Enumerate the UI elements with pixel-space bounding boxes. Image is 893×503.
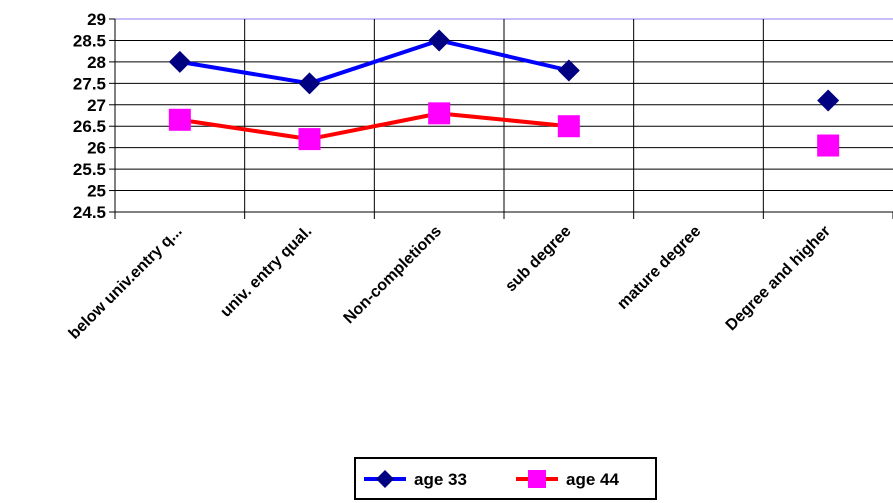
chart-series <box>168 29 840 157</box>
data-point-diamond <box>817 89 840 112</box>
data-point-square <box>817 134 840 157</box>
legend-marker-age-44 <box>528 470 546 488</box>
data-point-diamond <box>298 72 321 95</box>
series-age-44 <box>168 102 840 157</box>
series-line-segment <box>177 117 312 142</box>
data-point-square <box>298 128 321 151</box>
y-tick-label: 24.5 <box>73 203 106 222</box>
legend-label-age-33: age 33 <box>414 470 467 489</box>
y-tick-label: 25.5 <box>73 160 106 179</box>
x-tick-label: below univ.entry q... <box>66 223 186 343</box>
legend-marker-age-33 <box>376 470 394 488</box>
y-tick-label: 27 <box>87 96 106 115</box>
x-tick-label: mature degree <box>614 223 704 313</box>
x-tick-label: Degree and higher <box>723 223 834 334</box>
x-axis-ticks: below univ.entry q... univ. entry qual. No… <box>66 223 834 343</box>
data-point-square <box>557 115 580 138</box>
x-tick-label: sub degree <box>502 223 574 295</box>
y-tick-label: 27.5 <box>73 74 106 93</box>
y-tick-label: 28 <box>87 53 106 72</box>
series-line-segment <box>437 111 571 129</box>
legend-entry-age-44: age 44 <box>516 470 619 489</box>
x-tick-label: Non-completions <box>341 223 445 327</box>
data-point-diamond <box>557 59 580 82</box>
y-tick-label: 28.5 <box>73 31 106 50</box>
legend-entry-age-33: age 33 <box>364 470 467 489</box>
chart-grid <box>115 18 893 212</box>
y-tick-label: 26.5 <box>73 117 106 136</box>
chart-axes <box>109 18 893 219</box>
y-tick-label: 29 <box>87 10 106 29</box>
data-point-square <box>428 102 451 125</box>
series-line-segment <box>307 38 442 86</box>
y-axis-ticks: 24.5 25 25.5 26 26.5 27 27.5 28 28.5 29 <box>73 10 106 222</box>
x-tick-label: univ. entry qual. <box>217 223 315 321</box>
series-line-segment <box>177 59 312 86</box>
legend: age 33 age 44 <box>354 457 657 500</box>
data-point-diamond <box>168 50 191 73</box>
series-line-segment <box>437 38 571 73</box>
legend-label-age-44: age 44 <box>566 470 619 489</box>
series-age-33 <box>168 29 840 112</box>
series-line-segment <box>307 111 442 142</box>
data-point-square <box>168 108 191 131</box>
y-tick-label: 26 <box>87 139 106 158</box>
data-point-diamond <box>428 29 451 52</box>
y-tick-label: 25 <box>87 182 106 201</box>
